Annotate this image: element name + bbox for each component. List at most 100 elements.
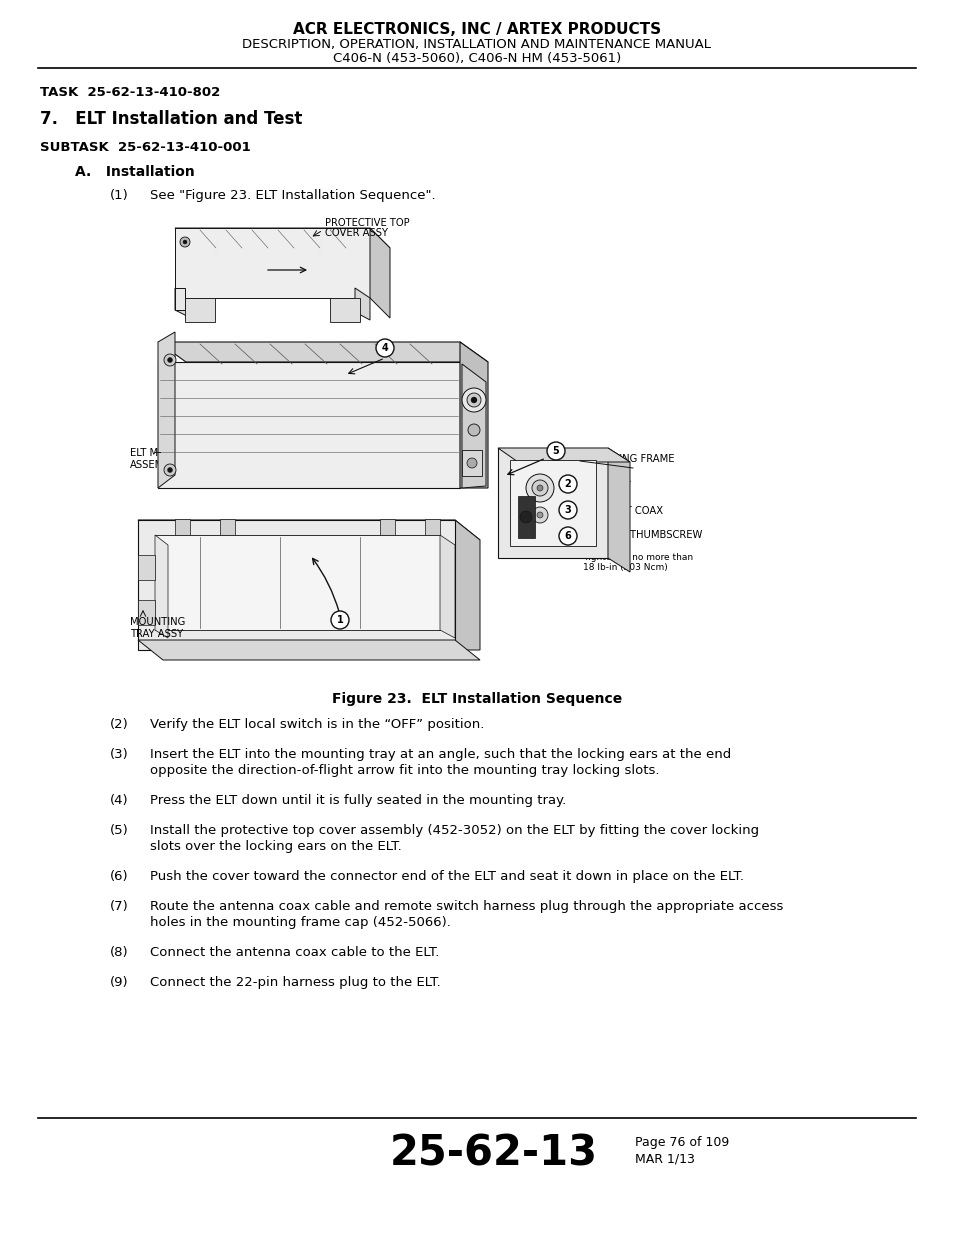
Text: 5: 5 [552,446,558,456]
Polygon shape [158,342,488,362]
Text: CABLE: CABLE [582,517,615,527]
Polygon shape [138,520,163,640]
Text: slots over the locking ears on the ELT.: slots over the locking ears on the ELT. [150,840,401,853]
Text: MOUNTING FRAME: MOUNTING FRAME [581,454,674,464]
Text: CAP ASSY: CAP ASSY [581,466,630,475]
Text: (4): (4) [110,794,129,806]
Text: 25-62-13: 25-62-13 [390,1132,598,1174]
Text: ASSEMBLY: ASSEMBLY [130,459,181,471]
Polygon shape [138,555,154,580]
Circle shape [375,338,394,357]
Polygon shape [138,520,455,650]
Polygon shape [461,450,481,475]
Text: shown for clarity.: shown for clarity. [501,484,582,493]
Polygon shape [459,342,488,488]
Text: HARNESS: HARNESS [582,492,630,501]
Circle shape [467,458,476,468]
Text: wiring harness not: wiring harness not [501,473,590,482]
Polygon shape [174,228,370,298]
Text: Press the ELT down until it is fully seated in the mounting tray.: Press the ELT down until it is fully sea… [150,794,566,806]
Text: (2 PLCS): (2 PLCS) [582,541,624,551]
Text: Push the cover toward the connector end of the ELT and seat it down in place on : Push the cover toward the connector end … [150,869,743,883]
Text: (9): (9) [110,976,129,989]
Text: 2: 2 [564,479,571,489]
Text: PROTECTIVE TOP: PROTECTIVE TOP [325,219,409,228]
Circle shape [168,468,172,473]
Polygon shape [174,288,185,310]
Circle shape [331,611,349,629]
Text: Connect the antenna coax cable to the ELT.: Connect the antenna coax cable to the EL… [150,946,439,960]
Text: holes in the mounting frame cap (452-5066).: holes in the mounting frame cap (452-506… [150,916,451,929]
Text: Figure 23.  ELT Installation Sequence: Figure 23. ELT Installation Sequence [332,692,621,706]
Circle shape [532,508,547,522]
Circle shape [546,442,564,459]
Circle shape [537,513,542,517]
Text: TIGHTEN THUMBSCREW: TIGHTEN THUMBSCREW [582,530,701,540]
Text: Verify the ELT local switch is in the “OFF” position.: Verify the ELT local switch is in the “O… [150,718,484,731]
Circle shape [183,240,187,245]
Text: Connect the 22-pin harness plug to the ELT.: Connect the 22-pin harness plug to the E… [150,976,440,989]
Circle shape [461,388,485,412]
Text: 6: 6 [564,531,571,541]
Text: SUBTASK  25-62-13-410-001: SUBTASK 25-62-13-410-001 [40,141,251,154]
Circle shape [558,527,577,545]
Polygon shape [154,535,439,630]
Polygon shape [424,519,439,535]
Text: (7): (7) [110,900,129,913]
Circle shape [471,396,476,403]
Text: CONNECT COAX: CONNECT COAX [582,506,662,516]
Text: Page 76 of 109: Page 76 of 109 [635,1136,728,1149]
Polygon shape [439,535,455,638]
Circle shape [532,480,547,496]
Polygon shape [607,448,629,572]
Polygon shape [355,288,370,320]
Polygon shape [138,640,479,659]
Polygon shape [154,535,168,638]
Polygon shape [379,519,395,535]
Text: opposite the direction-of-flight arrow fit into the mounting tray locking slots.: opposite the direction-of-flight arrow f… [150,764,659,777]
Text: C406-N (453-5060), C406-N HM (453-5061): C406-N (453-5060), C406-N HM (453-5061) [333,52,620,65]
Circle shape [164,354,175,366]
Polygon shape [517,496,535,538]
Polygon shape [370,228,390,317]
Polygon shape [461,364,485,488]
Text: Install the protective top cover assembly (452-3052) on the ELT by fitting the c: Install the protective top cover assembl… [150,824,759,837]
Polygon shape [158,362,459,488]
Text: (2): (2) [110,718,129,731]
Polygon shape [455,520,479,650]
Text: TRAY ASSY: TRAY ASSY [130,629,183,638]
Text: 4: 4 [381,343,388,353]
Text: Tighten to no more than: Tighten to no more than [582,553,693,562]
Circle shape [468,424,479,436]
Polygon shape [138,600,154,625]
Circle shape [164,464,175,475]
Polygon shape [174,228,390,248]
Text: (1): (1) [110,189,129,203]
Text: MAR 1/13: MAR 1/13 [635,1152,694,1165]
Text: TASK  25-62-13-410-802: TASK 25-62-13-410-802 [40,86,220,99]
Text: See "Figure 23. ELT Installation Sequence".: See "Figure 23. ELT Installation Sequenc… [150,189,436,203]
Text: COVER ASSY: COVER ASSY [325,228,388,238]
Polygon shape [174,519,190,535]
Polygon shape [185,298,214,322]
Text: Route the antenna coax cable and remote switch harness plug through the appropri: Route the antenna coax cable and remote … [150,900,782,913]
Circle shape [180,237,190,247]
Text: (5): (5) [110,824,129,837]
Text: (3): (3) [110,748,129,761]
Text: ACR ELECTRONICS, INC / ARTEX PRODUCTS: ACR ELECTRONICS, INC / ARTEX PRODUCTS [293,22,660,37]
Text: MOUNTING: MOUNTING [130,618,185,627]
Polygon shape [497,448,629,462]
Circle shape [558,475,577,493]
Circle shape [558,501,577,519]
Text: 3: 3 [564,505,571,515]
Circle shape [537,485,542,492]
Text: A.   Installation: A. Installation [75,165,194,179]
Polygon shape [174,288,194,320]
Circle shape [467,393,480,408]
Text: NOTE: Coax cable and: NOTE: Coax cable and [501,462,607,471]
Polygon shape [220,519,234,535]
Polygon shape [158,332,174,488]
Text: DESCRIPTION, OPERATION, INSTALLATION AND MAINTENANCE MANUAL: DESCRIPTION, OPERATION, INSTALLATION AND… [242,38,711,51]
Polygon shape [330,298,359,322]
Circle shape [168,357,172,363]
